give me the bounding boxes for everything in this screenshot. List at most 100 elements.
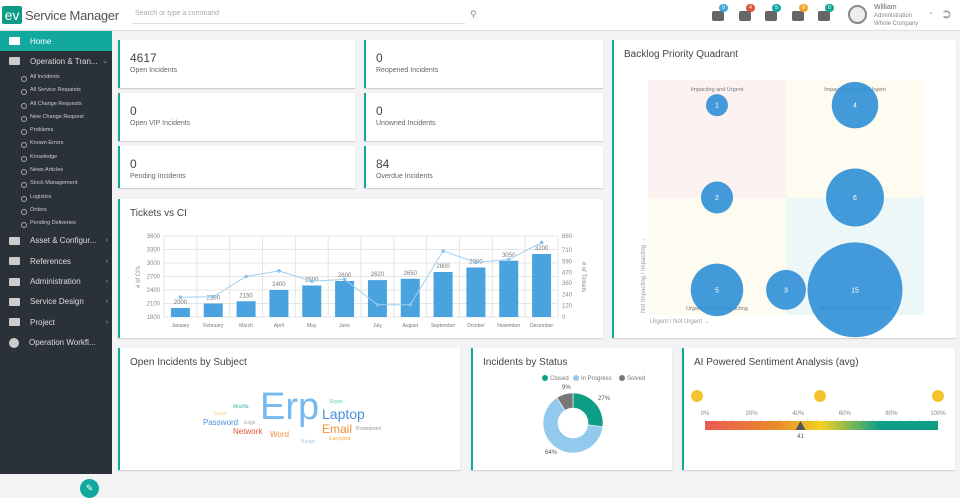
- line-point: [408, 302, 413, 307]
- sidebar-subitem[interactable]: Known Errors: [0, 137, 112, 150]
- sidebar-subitem[interactable]: Stock Management: [0, 177, 112, 190]
- gauge-tick-label: 100%: [930, 411, 946, 417]
- sentiment-card: AI Powered Sentiment Analysis (avg) 0% 20…: [682, 348, 955, 470]
- sidebar-subitem[interactable]: All Incidents: [0, 71, 112, 84]
- sidebar-item[interactable]: Operation Workfl...: [0, 333, 112, 353]
- word-cloud-word[interactable]: Mozilla: [233, 404, 249, 410]
- sidebar-item[interactable]: Administration ›: [0, 271, 112, 291]
- gauge-tick-label: 0%: [701, 411, 710, 417]
- bar-data-label: 2600: [338, 273, 352, 279]
- bell-icon[interactable]: [739, 11, 751, 21]
- x-tick-label: June: [339, 323, 350, 329]
- word-cloud-word[interactable]: Edge: [244, 420, 256, 426]
- status-donut-chart: Closed In Progress Solved 27% 64% 9%: [542, 375, 645, 456]
- avatar[interactable]: [848, 5, 867, 24]
- sidebar-subitem[interactable]: New Change Request: [0, 111, 112, 124]
- word-cloud-word[interactable]: Network: [233, 427, 263, 436]
- search-input[interactable]: Search or type a command: [132, 6, 465, 24]
- legend-marker: [542, 375, 548, 381]
- sidebar-subitem[interactable]: News Articles: [0, 164, 112, 177]
- chat-icon[interactable]: [818, 11, 830, 21]
- gauge-tick-label: 40%: [792, 411, 805, 417]
- sidebar-subitem[interactable]: All Change Requests: [0, 98, 112, 111]
- sidebar: Home Operation & Tran... ⌄ All Incidents A…: [0, 31, 112, 498]
- word-cloud-word[interactable]: Skype: [329, 399, 343, 405]
- sidebar-subitem[interactable]: Logistics: [0, 191, 112, 204]
- word-cloud-word[interactable]: Excel: [214, 411, 227, 417]
- word-cloud-word[interactable]: Badge: [301, 439, 316, 445]
- x-tick-label: August: [402, 323, 418, 329]
- sidebar-item[interactable]: Asset & Configur... ›: [0, 231, 112, 251]
- sidebar-item-label: Operation & Tran...: [30, 56, 98, 66]
- word-cloud-word[interactable]: Powerpoint: [356, 426, 382, 432]
- sidebar-item-label: Service Design: [30, 297, 84, 307]
- word-cloud-word[interactable]: Password: [203, 418, 239, 427]
- user-name: William: [874, 4, 897, 11]
- sidebar-subitem[interactable]: Pending Deliveries: [0, 217, 112, 230]
- users-icon[interactable]: [792, 11, 804, 21]
- search-icon[interactable]: ⚲: [470, 9, 477, 19]
- y-tick-label: 1800: [147, 315, 161, 321]
- legend-label: In Progress: [581, 376, 612, 382]
- sidebar-subitem[interactable]: Knowledge: [0, 151, 112, 164]
- kpi-card[interactable]: 0 Reopened Incidents: [364, 40, 603, 88]
- bubble-label: 2: [715, 195, 719, 202]
- kpi-card[interactable]: 0 Unowned Incidents: [364, 93, 603, 141]
- sidebar-item-label: References: [30, 256, 71, 266]
- sidebar-item[interactable]: Project ›: [0, 312, 112, 332]
- sidebar-subitem[interactable]: All Service Requests: [0, 84, 112, 97]
- bubble-label: 1: [715, 103, 719, 110]
- kpi-card[interactable]: 0 Pending Incidents: [118, 146, 355, 188]
- line-point: [309, 279, 314, 284]
- card-title: AI Powered Sentiment Analysis (avg): [694, 357, 859, 368]
- sidebar-item-home[interactable]: Home: [0, 31, 112, 51]
- list-icon[interactable]: [765, 11, 777, 21]
- y2-tick-label: 590: [562, 259, 573, 265]
- word-cloud-word[interactable]: Easyvista: [329, 436, 351, 442]
- quadrant-label: Impacting and Urgent: [691, 87, 744, 93]
- bar-data-label: 2150: [239, 293, 253, 299]
- happy-face-icon: [932, 390, 944, 402]
- sidebar-item[interactable]: References ›: [0, 251, 112, 271]
- user-menu[interactable]: William Administration Whole Company: [874, 4, 918, 28]
- folder-open-icon: [9, 57, 20, 65]
- kpi-card[interactable]: 4617 Open Incidents: [118, 40, 355, 88]
- x-tick-label: April: [274, 323, 284, 329]
- kpi-card[interactable]: 0 Open VIP Incidents: [118, 93, 355, 141]
- chevron-down-icon[interactable]: ⌄: [928, 9, 934, 16]
- chevron-right-icon: ›: [105, 318, 108, 326]
- bar-data-label: 2800: [436, 264, 450, 270]
- chevron-right-icon: ›: [105, 237, 108, 245]
- sidebar-item-label: Operation Workfl...: [29, 338, 96, 348]
- logout-icon[interactable]: ➲: [941, 6, 952, 21]
- y-tick-label: 3000: [147, 261, 161, 267]
- bubble-label: 5: [715, 287, 719, 294]
- word-cloud-word[interactable]: Laptop: [322, 406, 365, 422]
- app-logo[interactable]: ev: [2, 6, 22, 24]
- sidebar-item-operation[interactable]: Operation & Tran... ⌄: [0, 51, 112, 71]
- y-tick-label: 2100: [147, 302, 161, 308]
- backlog-quadrant-card: Backlog Priority Quadrant Impacting and …: [612, 40, 956, 338]
- line-point: [342, 277, 347, 282]
- kpi-label: Open VIP Incidents: [130, 120, 191, 127]
- sidebar-subitem[interactable]: Problems: [0, 124, 112, 137]
- word-cloud-word[interactable]: Email: [322, 422, 353, 436]
- bubble-label: 3: [784, 287, 788, 294]
- x-tick-label: March: [239, 323, 253, 329]
- edit-button[interactable]: ✎: [80, 479, 99, 498]
- line-point: [244, 274, 248, 279]
- kpi-label: Open Incidents: [130, 67, 178, 74]
- kpi-value: 84: [376, 157, 390, 171]
- alert-icon[interactable]: [712, 11, 724, 21]
- top-header: ev Service Manager Search or type a comm…: [0, 0, 960, 31]
- kpi-card[interactable]: 84 Overdue Incidents: [364, 146, 603, 188]
- slice-label: 64%: [545, 450, 558, 456]
- word-cloud-word[interactable]: Word: [270, 430, 289, 439]
- y-tick-label: 2700: [147, 275, 161, 281]
- incidents-status-card: Incidents by Status Closed In Progress Sol…: [471, 348, 672, 470]
- folder-icon: [9, 318, 20, 327]
- sidebar-item[interactable]: Service Design ›: [0, 292, 112, 312]
- sidebar-subitem[interactable]: Orders: [0, 204, 112, 217]
- word-cloud-word[interactable]: Erp: [260, 386, 320, 428]
- bar-data-label: 2620: [371, 272, 385, 278]
